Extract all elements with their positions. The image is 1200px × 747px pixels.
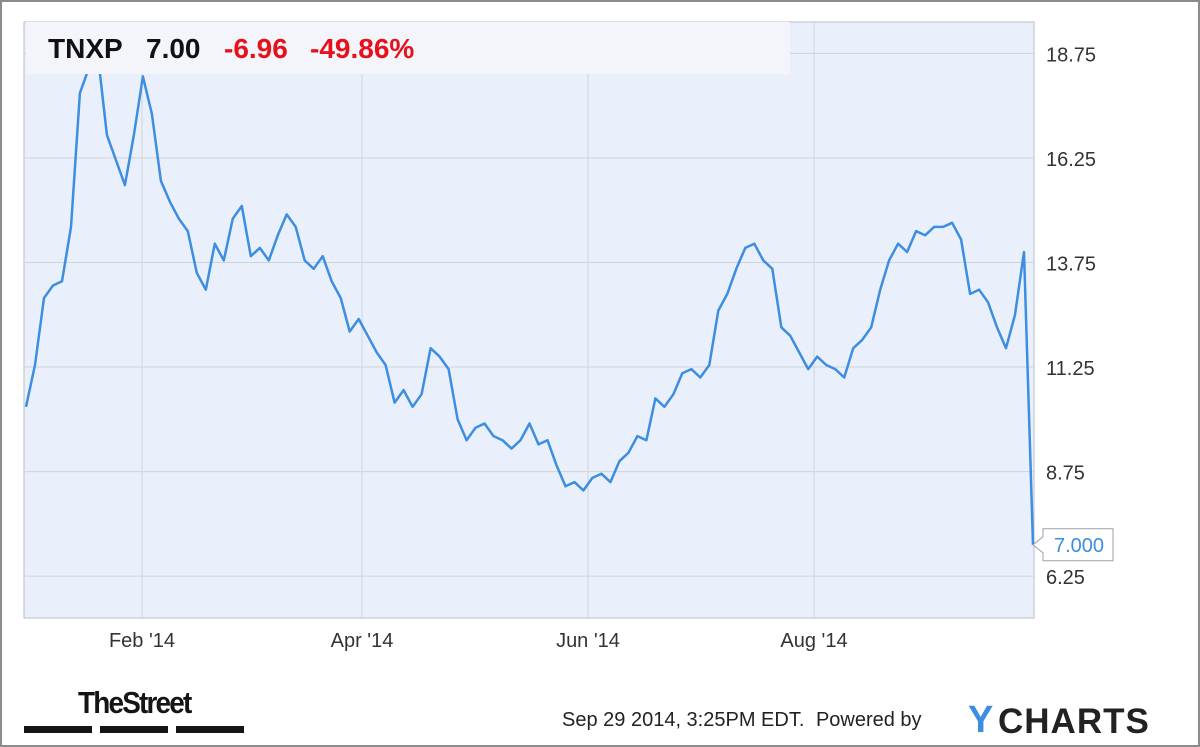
x-tick-label: Aug '14	[780, 630, 847, 652]
powered-by-label: Powered by	[815, 709, 922, 731]
thestreet-logo-bar	[24, 726, 92, 733]
ticker-change: -6.96	[224, 33, 288, 64]
ticker-symbol: TNXP	[48, 33, 123, 64]
y-tick-label: 16.25	[1046, 149, 1096, 171]
vertical-gridlines	[141, 22, 815, 618]
thestreet-logo-text: TheStreet	[78, 685, 192, 720]
series-line	[24, 54, 1035, 545]
ticker-change-percent: -49.86%	[310, 33, 415, 64]
last-value-callout-box	[1032, 528, 1114, 562]
x-tick-labels: Feb '14 Apr '14 Jun '14 Aug '14	[109, 630, 848, 652]
thestreet-logo-bar	[176, 726, 244, 733]
y-tick-label: 18.75	[1046, 44, 1096, 66]
series-layer	[24, 54, 1035, 545]
thestreet-logo-bar	[100, 726, 168, 733]
plot-area	[23, 21, 1035, 619]
timestamp: Sep 29 2014, 3:25PM EDT.	[562, 709, 805, 731]
y-tick-label: 13.75	[1046, 253, 1096, 275]
chart-footer: Sep 29 2014, 3:25PM EDT. Powered by	[562, 707, 922, 733]
ticker-header: TNXP 7.00 -6.96 -49.86%	[26, 22, 790, 74]
x-tick-label: Apr '14	[331, 630, 394, 652]
ticker-price: 7.00	[146, 33, 201, 64]
ycharts-logo-text: CHARTS	[998, 702, 1150, 741]
y-tick-label: 6.25	[1046, 567, 1085, 589]
x-tick-label: Jun '14	[556, 630, 620, 652]
thestreet-logo: TheStreet	[24, 686, 244, 736]
y-tick-label: 11.25	[1046, 358, 1095, 380]
x-tick-label: Feb '14	[109, 630, 175, 652]
last-value-callout: 7.000	[1032, 528, 1114, 562]
ycharts-logo-y: Y	[968, 699, 994, 741]
last-value-label: 7.000	[1054, 535, 1104, 557]
y-tick-label: 8.75	[1046, 463, 1085, 485]
y-tick-labels: 18.75 16.25 13.75 11.25 8.75 6.25	[1046, 44, 1096, 589]
